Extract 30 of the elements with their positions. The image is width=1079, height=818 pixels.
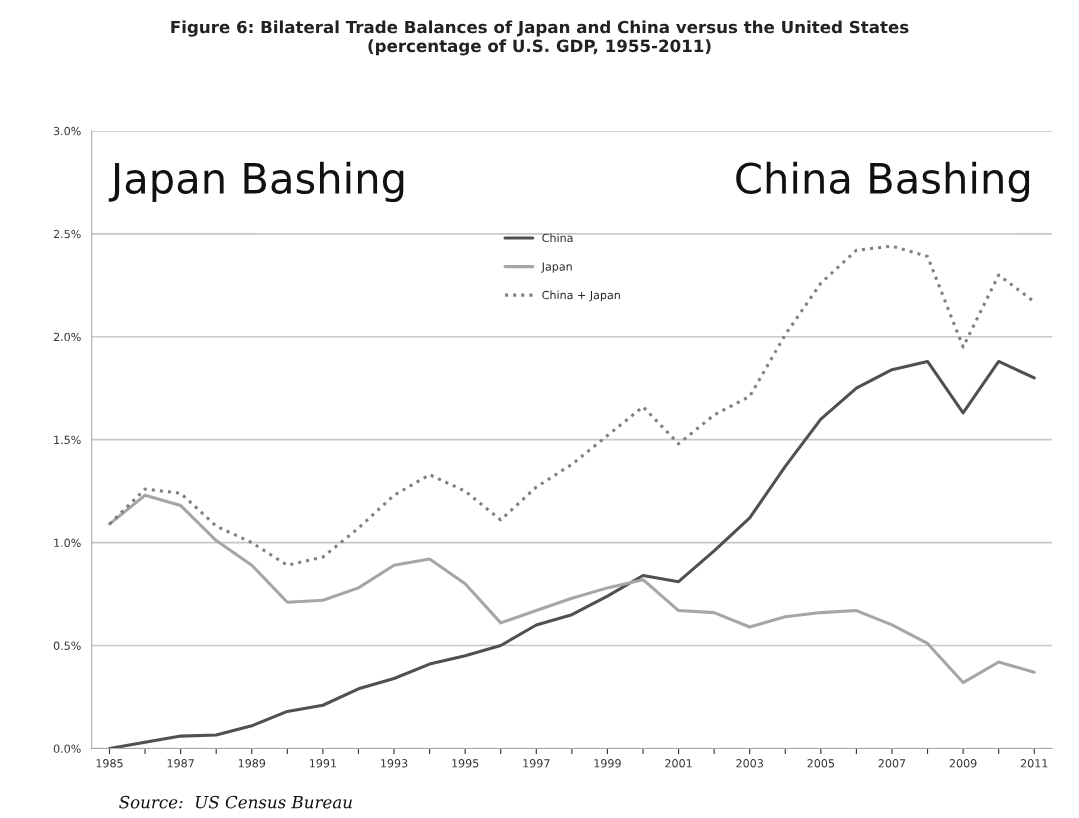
y-tick-label: 0.5% bbox=[53, 641, 81, 650]
x-tick-label: 1995 bbox=[452, 759, 479, 768]
x-tick-label: 2005 bbox=[807, 759, 835, 768]
y-tick-label: 1.0% bbox=[54, 538, 81, 547]
x-tick-label: 2011 bbox=[1020, 759, 1048, 768]
x-tick-label: 2007 bbox=[878, 759, 906, 768]
legend-label: China bbox=[542, 233, 573, 243]
x-tick-label: 1997 bbox=[523, 759, 550, 768]
line-series bbox=[107, 359, 1036, 749]
y-tick-label: 3.0% bbox=[53, 126, 81, 136]
y-tick-label: 1.5% bbox=[54, 435, 81, 445]
annotation: Japan Bashing bbox=[108, 161, 404, 203]
y-tick-label: 2.0% bbox=[53, 332, 81, 342]
y-tick-label: 0.0% bbox=[53, 744, 81, 753]
x-tick-label: 1989 bbox=[238, 759, 266, 768]
annotation: China Bashing bbox=[736, 161, 1030, 203]
x-tick-label: 2001 bbox=[665, 759, 692, 768]
x-tick-label: 2003 bbox=[736, 759, 763, 768]
x-tick-label: 1987 bbox=[167, 759, 194, 768]
legend-label: China + Japan bbox=[542, 290, 620, 302]
x-tick-label: 1991 bbox=[309, 759, 337, 768]
chart-title: Figure 6: Bilateral Trade Balances of Japan and China versus the United States (percentage of U.S. GDP, 1955-2011) bbox=[171, 20, 909, 56]
x-tick-label: 1985 bbox=[96, 759, 123, 768]
y-tick-label: 2.5% bbox=[53, 229, 81, 239]
line-series bbox=[107, 493, 1036, 685]
source-note: Source: US Census Bureau bbox=[119, 795, 352, 809]
x-tick-label: 2009 bbox=[949, 759, 977, 768]
legend-label: Japan bbox=[541, 262, 572, 273]
x-tick-label: 1993 bbox=[381, 759, 408, 768]
x-tick-label: 1999 bbox=[594, 759, 621, 768]
